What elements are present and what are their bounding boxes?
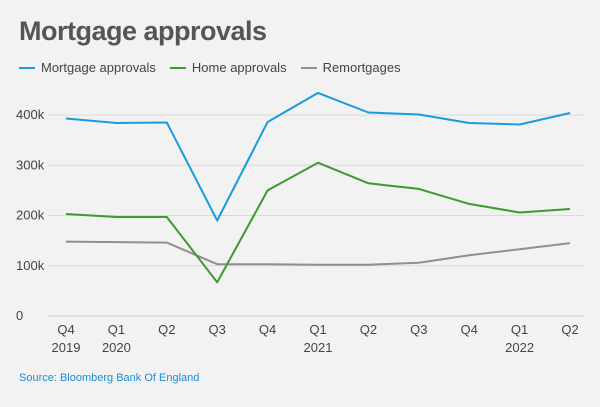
legend-label-mortgage-approvals: Mortgage approvals [41,60,156,75]
legend-item-mortgage-approvals: Mortgage approvals [19,60,156,75]
x-tick-label: Q1 [511,322,528,337]
legend-label-remortgages: Remortgages [322,60,401,75]
x-tick-label: Q4 [461,322,478,337]
x-tick-year-label: 2021 [304,340,333,355]
x-tick-label: Q1 [309,322,326,337]
series-line-home-approvals [65,161,571,284]
series-line-mortgage-approvals [65,91,571,222]
series-line-remortgages [65,240,571,266]
legend-swatch-remortgages [300,66,317,69]
chart-title: Mortgage approvals [19,16,267,46]
legend-label-home-approvals: Home approvals [191,60,287,75]
y-tick-label: 200k [16,208,45,223]
x-tick-label: Q4 [259,322,276,337]
x-tick-label: Q1 [108,322,125,337]
y-tick-label: 400k [16,107,45,122]
x-tick-label: Q2 [561,322,578,337]
legend-swatch-mortgage-approvals [19,66,35,69]
x-tick-label: Q3 [209,322,226,337]
legend-swatch-home-approvals [169,66,186,69]
x-tick-label: Q2 [158,322,175,337]
y-tick-label: 300k [16,157,45,172]
source-note: Source: Bloomberg Bank Of England [19,372,200,384]
x-tick-year-label: 2020 [102,340,131,355]
x-tick-label: Q2 [360,322,377,337]
x-tick-label: Q4 [57,322,74,337]
legend: Mortgage approvals Home approvals Remort… [19,60,401,75]
legend-item-home-approvals: Home approvals [169,60,287,75]
x-tick-year-label: 2022 [505,340,534,355]
x-tick-year-label: 2019 [52,340,81,355]
y-tick-label: 100k [16,258,45,273]
y-tick-label: 0 [16,308,23,323]
x-tick-label: Q3 [410,322,427,337]
legend-item-remortgages: Remortgages [300,60,401,75]
